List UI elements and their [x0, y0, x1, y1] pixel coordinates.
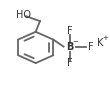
- Text: K: K: [97, 37, 103, 48]
- Text: F: F: [67, 58, 73, 68]
- Text: HO: HO: [16, 10, 31, 20]
- Text: F: F: [88, 42, 93, 52]
- Text: F: F: [67, 26, 73, 36]
- Text: B: B: [66, 42, 74, 52]
- Text: +: +: [102, 35, 108, 41]
- Text: −: −: [72, 39, 78, 45]
